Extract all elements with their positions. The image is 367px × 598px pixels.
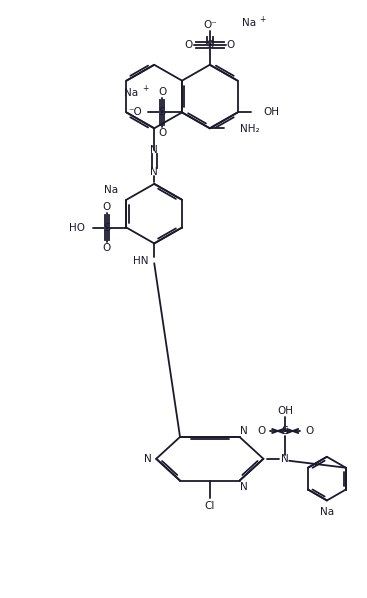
Text: S: S [281, 426, 289, 436]
Text: Na: Na [320, 507, 334, 517]
Text: OH: OH [277, 406, 293, 416]
Text: Na: Na [241, 18, 256, 28]
Text: O: O [257, 426, 265, 436]
Text: O: O [305, 426, 313, 436]
Text: N: N [240, 426, 247, 436]
Text: N: N [150, 145, 158, 155]
Text: N: N [281, 454, 289, 464]
Text: S: S [159, 108, 166, 117]
Text: +: + [142, 84, 149, 93]
Text: +: + [259, 14, 266, 24]
Text: O: O [102, 243, 111, 254]
Text: O⁻: O⁻ [203, 20, 217, 30]
Text: O: O [158, 87, 166, 97]
Text: O: O [102, 202, 111, 212]
Text: S: S [103, 222, 110, 233]
Text: HN: HN [133, 257, 148, 266]
Text: ⁻O: ⁻O [128, 108, 142, 117]
Text: Na: Na [124, 87, 139, 97]
Text: Cl: Cl [205, 501, 215, 511]
Text: OH: OH [264, 108, 279, 117]
Text: O: O [226, 40, 235, 50]
Text: N: N [145, 454, 152, 464]
Text: NH₂: NH₂ [240, 124, 259, 135]
Text: Na: Na [104, 185, 119, 195]
Text: O: O [158, 128, 166, 138]
Text: HO: HO [69, 222, 85, 233]
Text: S: S [206, 40, 213, 50]
Text: N: N [240, 481, 247, 492]
Text: O: O [185, 40, 193, 50]
Text: N: N [150, 167, 158, 177]
